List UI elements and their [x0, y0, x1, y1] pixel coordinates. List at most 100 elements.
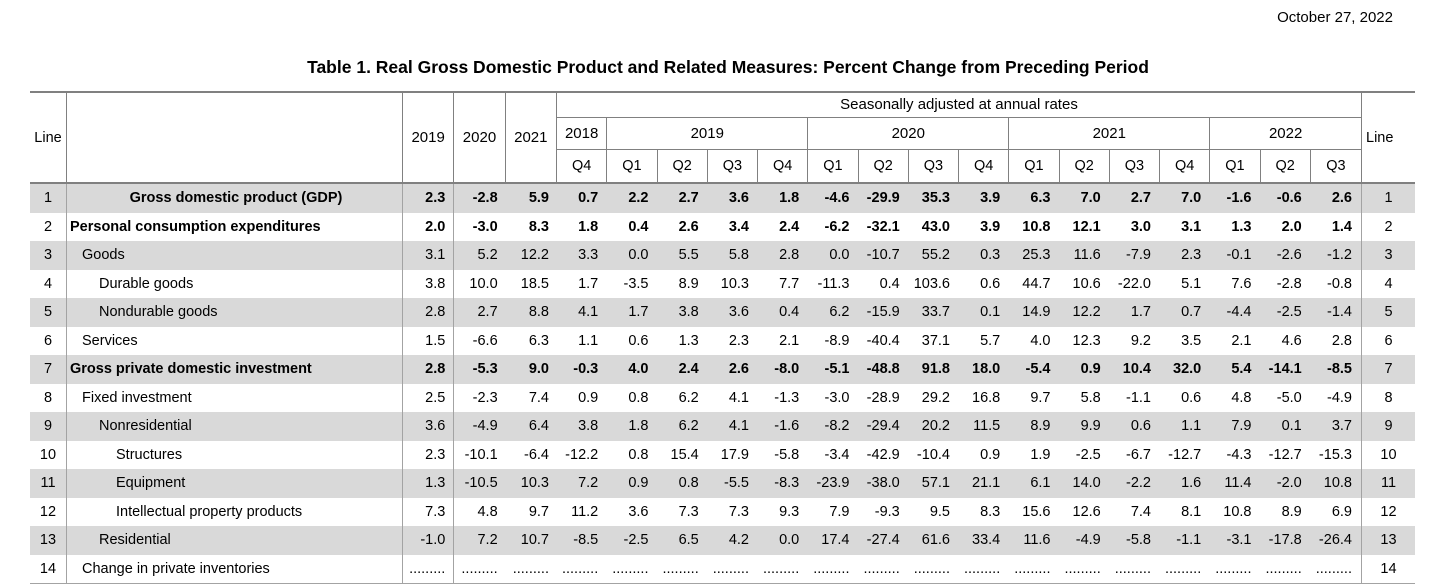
quarterly-value-cell: 43.0 [921, 218, 950, 235]
quarterly-value-cell: -28.9 [866, 389, 900, 406]
quarterly-value-cell: 6.3 [1030, 190, 1051, 207]
quarterly-value-cell: 3.6 [728, 304, 749, 321]
quarterly-value-cell: ......... [712, 560, 749, 577]
quarterly-value-cell: -14.1 [1268, 361, 1302, 378]
annual-value-cell: 7.2 [477, 532, 498, 549]
quarterly-value-cell: 5.4 [1231, 361, 1252, 378]
quarterly-value-cell: 7.0 [1181, 190, 1202, 207]
quarterly-value-cell: 1.8 [628, 418, 649, 435]
quarterly-value-cell: -4.3 [1226, 446, 1252, 463]
quarterly-value-cell: -3.5 [623, 275, 649, 292]
annual-value-cell: ......... [461, 560, 498, 577]
quarter-label: Q1 [1210, 149, 1261, 182]
quarterly-value-cell: 0.4 [628, 218, 649, 235]
quarterly-value-cell: -38.0 [866, 475, 900, 492]
quarterly-value-cell: 32.0 [1173, 361, 1202, 378]
quarterly-value-cell: -3.4 [824, 446, 850, 463]
quarterly-value-cell: 3.0 [1130, 218, 1151, 235]
quarterly-value-cell: 11.5 [973, 418, 1001, 435]
row-line-number: 5 [30, 298, 67, 327]
quarter-label-row: Q4 Q1 Q2 Q3 Q4 Q1 Q2 Q3 Q4 Q1 Q2 Q3 Q4 Q1 Q2 Q3 [557, 149, 1361, 182]
table-row: 7 Gross private domestic investment 2.8 -5.… [30, 355, 1415, 384]
quarterly-value-cell: -27.4 [866, 532, 900, 549]
quarterly-value-cell: -0.3 [573, 361, 599, 378]
row-line-number-right: 3 [1360, 241, 1415, 270]
quarter-label: Q4 [959, 149, 1010, 182]
row-label: Nondurable goods [67, 298, 403, 327]
table-row: 13 Residential -1.0 7.2 10.7 -8.5 -2.5 6.5 4.2 0.… [30, 526, 1415, 555]
annual-value-cell: 2.3 [403, 184, 455, 213]
quarterly-value-cell: 11.2 [571, 503, 599, 520]
quarterly-value-cell: -8.0 [774, 361, 800, 378]
quarterly-value-cell: 10.6 [1072, 275, 1101, 292]
quarterly-value-cell: 4.8 [1231, 389, 1252, 406]
row-label: Equipment [67, 469, 403, 498]
quarterly-value-cell: ......... [1114, 560, 1151, 577]
quarterly-value-cell: 12.3 [1072, 332, 1101, 349]
quarterly-value-cell: 7.3 [678, 503, 699, 520]
quarterly-value-cell: -8.2 [824, 418, 850, 435]
quarterly-value-cell: -7.9 [1125, 247, 1151, 264]
quarterly-value-cell: -5.4 [1025, 361, 1051, 378]
quarterly-value-cell: 6.2 [829, 304, 850, 321]
quarterly-value-cell: 3.6 [728, 190, 749, 207]
quarterly-value-cell: 7.0 [1080, 190, 1101, 207]
quarterly-value-cell: 4.1 [728, 389, 749, 406]
quarterly-value-cell: -9.3 [874, 503, 900, 520]
row-line-number: 6 [30, 326, 67, 355]
quarter-label: Q2 [859, 149, 909, 182]
quarterly-value-cell: 5.5 [678, 247, 699, 264]
quarter-label: Q3 [1326, 157, 1346, 174]
quarterly-value-cell: ......... [1315, 560, 1352, 577]
quarterly-value-cell: ......... [662, 560, 699, 577]
quarterly-value-cell: 0.4 [779, 304, 800, 321]
annual-value-cell: ......... [403, 554, 455, 583]
quarterly-value-cell: -2.6 [1276, 247, 1302, 264]
quarter-label: Q1 [808, 149, 859, 182]
annual-value-cell: -6.6 [472, 332, 498, 349]
quarterly-value-cell: 37.1 [921, 332, 950, 349]
row-label: Goods [67, 241, 403, 270]
row-line-number-right: 7 [1360, 355, 1415, 384]
annual-value-cell: 3.1 [403, 241, 455, 270]
row-label: Structures [67, 440, 403, 469]
row-line-number: 12 [30, 497, 67, 526]
quarterly-value-cell: 14.0 [1072, 475, 1101, 492]
quarterly-value-cell: 0.0 [628, 247, 649, 264]
quarterly-value-cell: 0.7 [578, 190, 599, 207]
quarter-label: Q4 [1160, 149, 1211, 182]
quarterly-value-cell: 4.2 [728, 532, 749, 549]
quarterly-value-cell: 0.6 [628, 332, 649, 349]
quarterly-value-cell: ......... [963, 560, 1001, 577]
annual-value-cell: -4.9 [472, 418, 498, 435]
annual-value-cell: 6.4 [528, 418, 549, 435]
quarterly-value-cell: 3.9 [980, 218, 1001, 235]
table-row: 2 Personal consumption expenditures 2.0 -3.… [30, 212, 1415, 241]
quarterly-value-cell: 29.2 [921, 389, 950, 406]
annual-value-cell: 9.7 [528, 503, 549, 520]
annual-value-cell: -10.1 [464, 446, 498, 463]
quarterly-value-cell: 9.9 [1080, 418, 1101, 435]
quarterly-value-cell: -5.0 [1276, 389, 1302, 406]
quarterly-value-cell: ......... [1064, 560, 1101, 577]
quarterly-value-cell: 0.6 [980, 275, 1001, 292]
quarterly-value-cell: 17.4 [821, 532, 850, 549]
row-label: Durable goods [67, 269, 403, 298]
quarter-label: Q2 [658, 149, 708, 182]
annual-value-cell: -6.4 [523, 446, 549, 463]
row-line-number: 11 [30, 469, 67, 498]
row-label: Residential [67, 526, 403, 555]
row-label: Change in private inventories [67, 554, 403, 583]
annual-value-cell: 10.0 [469, 275, 498, 292]
row-line-number: 14 [30, 554, 67, 583]
quarterly-value-cell: 0.8 [628, 389, 649, 406]
quarterly-value-cell: 8.3 [980, 503, 1001, 520]
quarterly-value-cell: -1.4 [1326, 304, 1352, 321]
annual-value-cell: 5.2 [477, 247, 498, 264]
quarterly-value-cell: 2.8 [1331, 332, 1352, 349]
quarterly-value-cell: 1.4 [1331, 218, 1352, 235]
annual-value-cell: 5.9 [528, 190, 549, 207]
table-row: 14 Change in private inventories.........… [30, 554, 1415, 583]
line-header-left: Line [30, 93, 67, 182]
table-row: 6 Services 1.5 -6.6 6.3 1.1 0.6 1.3 2.3 2.1 -8.9 -4… [30, 326, 1415, 355]
